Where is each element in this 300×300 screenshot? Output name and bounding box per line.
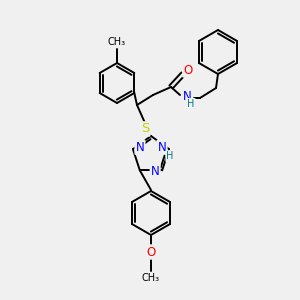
Text: CH₃: CH₃ bbox=[142, 273, 160, 283]
Text: N: N bbox=[158, 141, 167, 154]
Text: N: N bbox=[151, 165, 160, 178]
Text: O: O bbox=[146, 245, 156, 259]
Text: CH₃: CH₃ bbox=[108, 37, 126, 47]
Text: N: N bbox=[136, 141, 144, 154]
Text: O: O bbox=[183, 64, 193, 76]
Text: S: S bbox=[141, 122, 149, 136]
Text: H: H bbox=[167, 151, 174, 161]
Text: H: H bbox=[187, 99, 195, 109]
Text: N: N bbox=[183, 89, 191, 103]
